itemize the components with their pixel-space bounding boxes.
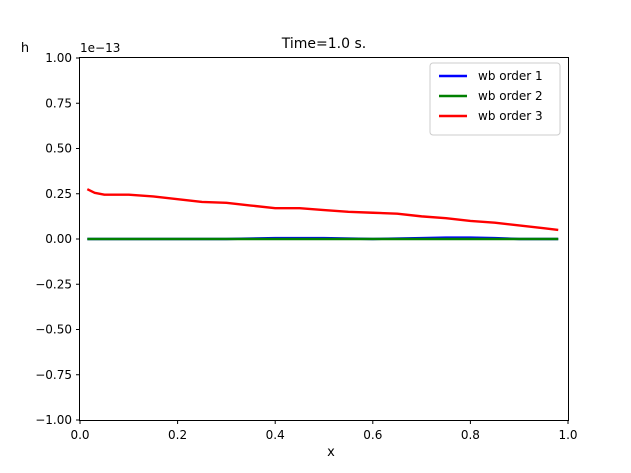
legend: wb order 1 wb order 2 wb order 3 bbox=[429, 62, 561, 136]
y-tick-label: −0.25 bbox=[35, 277, 72, 291]
y-tick-label: −1.00 bbox=[35, 413, 72, 427]
chart-title: Time=1.0 s. bbox=[281, 36, 366, 52]
x-tick-label: 0.6 bbox=[363, 428, 382, 442]
x-tick-label: 0.4 bbox=[266, 428, 285, 442]
x-tick-label: 1.0 bbox=[558, 428, 577, 442]
y-tick-label: −0.50 bbox=[35, 323, 72, 337]
y-scale-offset-label: 1e−13 bbox=[80, 41, 120, 55]
plot-frame bbox=[79, 57, 569, 421]
x-tick-label: 0.0 bbox=[70, 428, 89, 442]
x-tick-label: 0.8 bbox=[461, 428, 480, 442]
legend-label-1: wb order 1 bbox=[478, 69, 543, 83]
x-axis-label: x bbox=[327, 445, 335, 460]
y-tick-label: −0.75 bbox=[35, 368, 72, 382]
y-tick-label: 0.00 bbox=[45, 232, 72, 246]
ticks-layer: 0.0 0.2 0.4 0.6 0.8 1.0 −1.00 −0.75 −0.50 −0.25 0.… bbox=[35, 51, 577, 442]
legend-label-2: wb order 2 bbox=[478, 89, 543, 103]
x-tick-label: 0.2 bbox=[168, 428, 187, 442]
y-tick-label: 0.50 bbox=[45, 142, 72, 156]
y-axis-label: h bbox=[21, 41, 29, 56]
legend-label-3: wb order 3 bbox=[478, 109, 543, 123]
y-tick-label: 1.00 bbox=[45, 51, 72, 65]
series-line-3 bbox=[86, 188, 559, 232]
y-tick-label: 0.75 bbox=[45, 96, 72, 110]
series-layer bbox=[86, 188, 559, 241]
y-tick-label: 0.25 bbox=[45, 187, 72, 201]
